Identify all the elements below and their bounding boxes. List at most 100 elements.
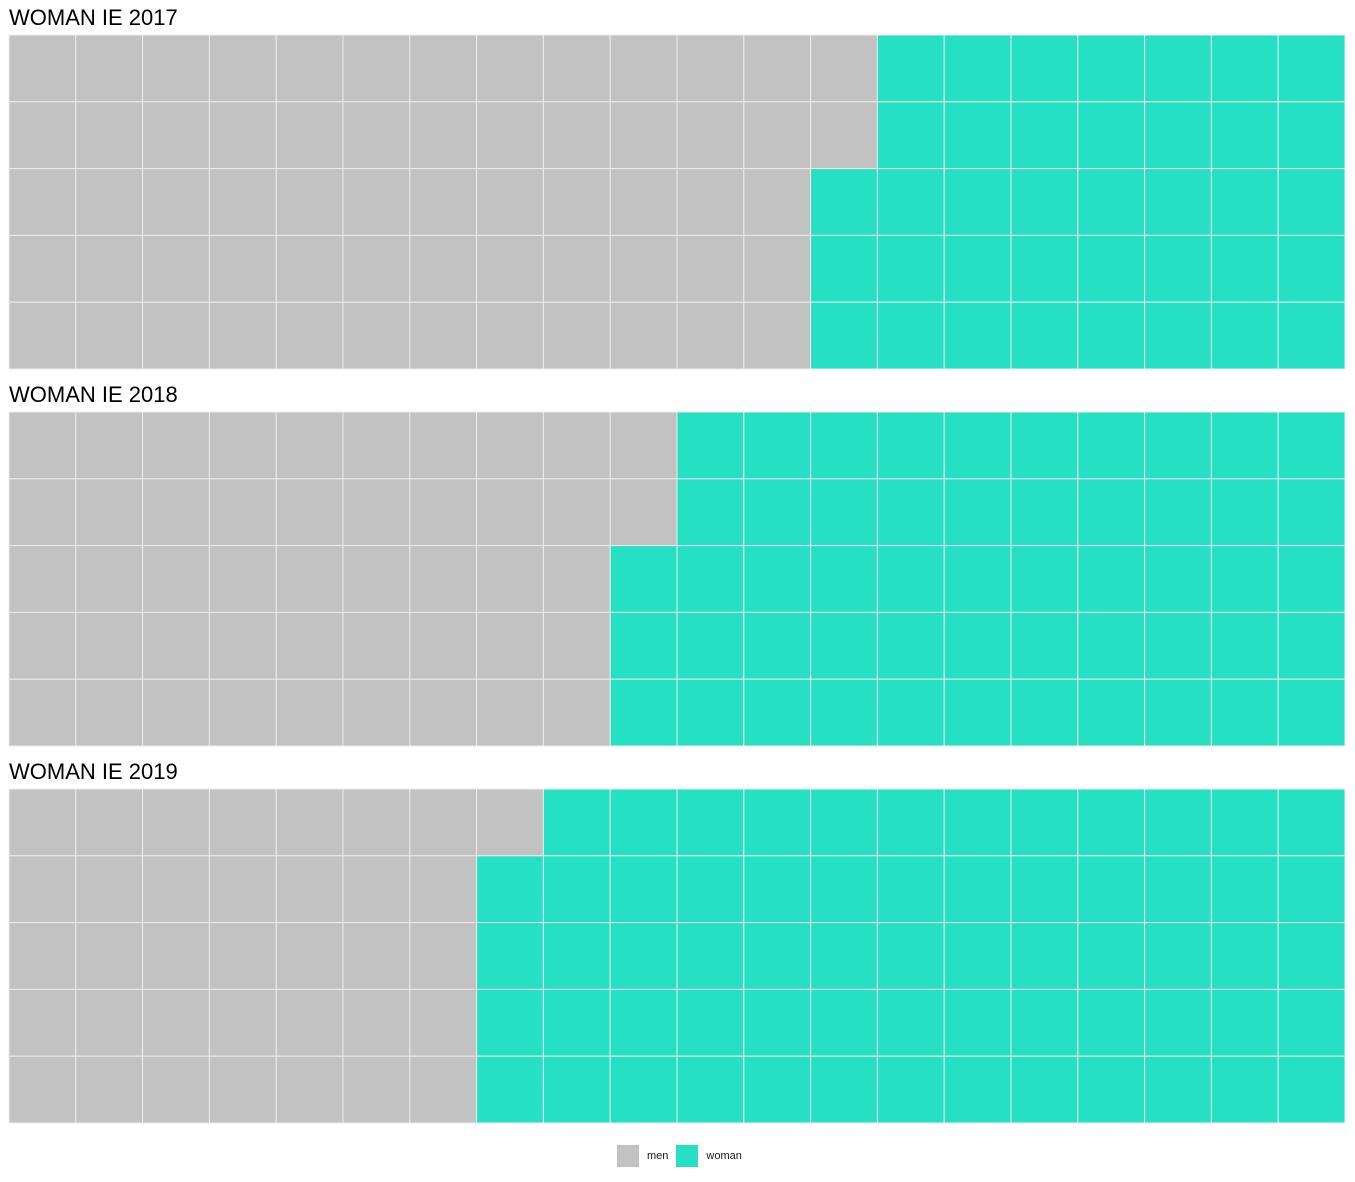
waffle-cell-woman: [810, 678, 878, 747]
waffle-cell-woman: [1144, 545, 1212, 613]
waffle-cell-woman: [743, 1055, 812, 1124]
waffle-cell-woman: [876, 411, 945, 480]
waffle-cell-men: [542, 611, 611, 680]
waffle-cell-woman: [743, 411, 812, 480]
waffle-cell-woman: [1077, 1055, 1146, 1124]
chart-title-1: WOMAN IE 2017: [9, 5, 178, 30]
waffle-cell-men: [8, 411, 77, 480]
waffle-cell-woman: [743, 988, 812, 1057]
waffle-cell-men: [8, 234, 77, 303]
waffle-cell-woman: [542, 1055, 611, 1124]
waffle-cell-men: [476, 234, 544, 303]
waffle-cell-men: [409, 611, 478, 680]
waffle-cell-men: [208, 301, 277, 370]
waffle-cell-woman: [943, 478, 1012, 547]
waffle-cell-men: [75, 678, 144, 747]
waffle-cell-men: [743, 168, 812, 236]
waffle-cell-men: [409, 101, 478, 170]
waffle-cell-woman: [1144, 168, 1212, 236]
waffle-cell-woman: [1144, 988, 1212, 1057]
waffle-cell-woman: [676, 1055, 745, 1124]
waffle-cell-men: [676, 234, 745, 303]
waffle-cell-woman: [876, 168, 945, 236]
waffle-cell-woman: [1144, 34, 1212, 103]
waffle-cell-men: [676, 34, 745, 103]
waffle-cell-woman: [1010, 1055, 1079, 1124]
waffle-cell-men: [275, 611, 344, 680]
waffle-cell-men: [342, 988, 411, 1057]
waffle-cell-men: [542, 168, 611, 236]
waffle-cell-woman: [1277, 855, 1346, 924]
waffle-cell-men: [342, 478, 411, 547]
waffle-cell-men: [275, 301, 344, 370]
waffle-cell-men: [476, 168, 544, 236]
waffle-cell-men: [542, 678, 611, 747]
waffle-cell-men: [208, 922, 277, 990]
waffle-cell-woman: [609, 855, 678, 924]
waffle-cell-men: [409, 922, 478, 990]
waffle-cell-woman: [676, 988, 745, 1057]
waffle-cell-men: [208, 988, 277, 1057]
waffle-cell-men: [75, 545, 144, 613]
waffle-cell-men: [142, 168, 210, 236]
legend-item-men: men: [617, 1145, 668, 1167]
waffle-cell-men: [8, 988, 77, 1057]
waffle-cell-men: [342, 855, 411, 924]
waffle-cell-men: [409, 411, 478, 480]
waffle-cell-woman: [1010, 988, 1079, 1057]
waffle-cell-woman: [810, 922, 878, 990]
waffle-cell-men: [8, 301, 77, 370]
waffle-cell-men: [75, 478, 144, 547]
waffle-cell-woman: [943, 234, 1012, 303]
waffle-cell-woman: [1144, 678, 1212, 747]
waffle-cell-woman: [1277, 611, 1346, 680]
waffle-grid-2: [8, 411, 1346, 747]
waffle-cell-men: [409, 234, 478, 303]
waffle-cell-men: [476, 545, 544, 613]
waffle-cell-men: [275, 545, 344, 613]
waffle-cell-woman: [1277, 101, 1346, 170]
waffle-cell-men: [75, 34, 144, 103]
waffle-cell-woman: [1144, 234, 1212, 303]
waffle-cell-men: [75, 411, 144, 480]
waffle-cell-woman: [1210, 788, 1279, 857]
waffle-cell-woman: [542, 788, 611, 857]
waffle-cell-men: [142, 788, 210, 857]
waffle-cell-men: [8, 478, 77, 547]
waffle-cell-men: [342, 611, 411, 680]
waffle-cell-men: [275, 855, 344, 924]
waffle-cell-men: [275, 1055, 344, 1124]
waffle-cell-woman: [1077, 101, 1146, 170]
waffle-cell-men: [142, 301, 210, 370]
waffle-cell-men: [142, 1055, 210, 1124]
waffle-cell-woman: [876, 788, 945, 857]
waffle-cell-woman: [1077, 478, 1146, 547]
waffle-cell-woman: [1210, 988, 1279, 1057]
waffle-cell-woman: [1077, 34, 1146, 103]
waffle-cell-woman: [676, 922, 745, 990]
waffle-cell-woman: [1210, 1055, 1279, 1124]
waffle-cell-woman: [1210, 101, 1279, 170]
waffle-cell-woman: [1010, 168, 1079, 236]
waffle-cell-men: [275, 34, 344, 103]
waffle-cell-woman: [1277, 411, 1346, 480]
waffle-cell-men: [409, 168, 478, 236]
waffle-cell-men: [75, 301, 144, 370]
waffle-cell-woman: [1144, 411, 1212, 480]
waffle-cell-woman: [1144, 101, 1212, 170]
waffle-cell-woman: [476, 855, 544, 924]
waffle-cell-woman: [1077, 168, 1146, 236]
waffle-cell-men: [542, 234, 611, 303]
waffle-cell-woman: [876, 101, 945, 170]
legend-swatch-men: [617, 1145, 639, 1167]
waffle-cell-men: [8, 855, 77, 924]
waffle-cell-men: [476, 301, 544, 370]
waffle-cell-men: [409, 478, 478, 547]
waffle-cell-woman: [876, 1055, 945, 1124]
legend-label-woman: woman: [706, 1150, 742, 1162]
chart-title-3: WOMAN IE 2019: [9, 759, 178, 784]
waffle-cell-woman: [810, 301, 878, 370]
waffle-cell-men: [75, 922, 144, 990]
waffle-cell-woman: [876, 611, 945, 680]
